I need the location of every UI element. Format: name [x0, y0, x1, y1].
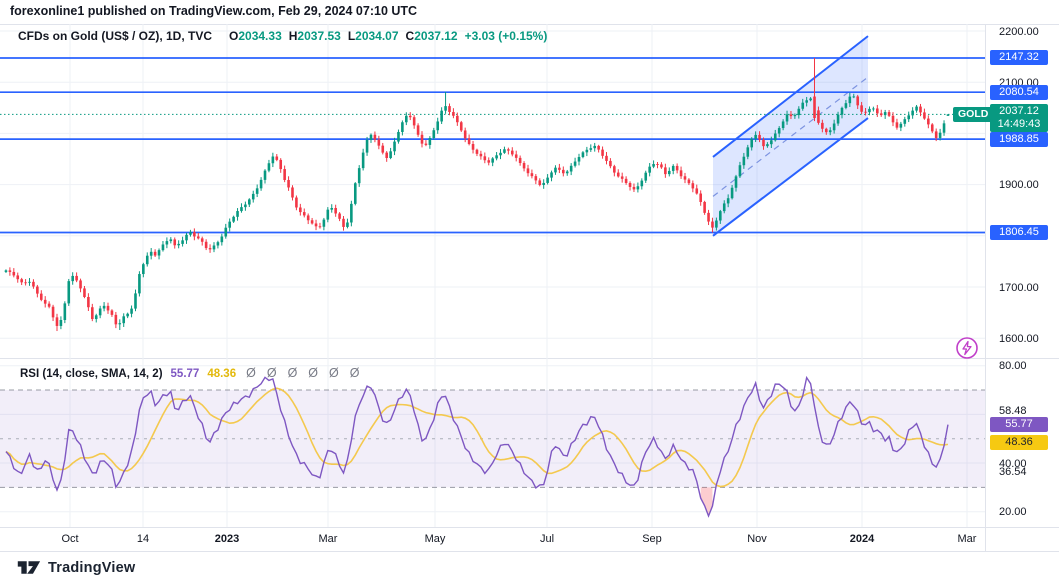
price-axis-tick: 2200.00	[999, 25, 1039, 38]
rsi-empty-marker: Ø	[266, 366, 277, 380]
time-axis-label[interactable]: Oct	[61, 533, 79, 545]
candlestick-series	[4, 57, 950, 332]
last-price-label[interactable]: 2037.12 14:49:43	[990, 103, 1048, 132]
time-axis-label[interactable]: 14	[136, 533, 150, 545]
rsi-oversold-fill	[700, 487, 713, 516]
ohlc-high-key: H	[288, 29, 298, 43]
ohlc-close-key: C	[405, 29, 415, 43]
publish-byline: forexonline1 published on TradingView.co…	[10, 4, 418, 18]
price-axis-tick: 1700.00	[999, 281, 1039, 294]
pane-divider[interactable]	[0, 358, 1059, 359]
price-level-badge[interactable]: 1988.85	[990, 131, 1048, 147]
last-price-value: 2037.12	[999, 104, 1039, 117]
rsi-value-badge[interactable]: 48.36	[990, 435, 1048, 451]
bar-countdown: 14:49:43	[997, 117, 1041, 130]
price-axis-border	[985, 24, 986, 551]
ohlc-open-key: O	[229, 29, 239, 43]
rsi-value-badge[interactable]: 55.77	[990, 417, 1048, 433]
ohlc-low-value: 2034.07	[355, 29, 399, 43]
chart-top-border	[0, 24, 1059, 25]
rsi-band-fill	[0, 390, 985, 488]
gold-symbol-label[interactable]: GOLD	[953, 106, 994, 122]
symbol-legend[interactable]: CFDs on Gold (US$ / OZ), 1D, TVC O2034.33…	[18, 29, 547, 43]
time-axis-border	[0, 527, 1059, 528]
chart-bottom-border	[0, 551, 1059, 552]
rsi-axis-tick: 58.48	[999, 404, 1027, 417]
time-axis-label[interactable]: Mar	[318, 533, 338, 545]
symbol-title[interactable]: CFDs on Gold (US$ / OZ), 1D, TVC	[18, 29, 213, 43]
time-axis-label[interactable]: May	[424, 533, 446, 545]
price-axis-tick: 1600.00	[999, 332, 1039, 345]
tradingview-wordmark: TradingView	[48, 559, 136, 576]
channel-upper-line[interactable]	[712, 35, 869, 158]
time-axis-label[interactable]: Sep	[642, 533, 662, 545]
time-axis-label[interactable]: Jul	[539, 533, 555, 545]
time-axis-label[interactable]: 2023	[214, 533, 240, 545]
tradingview-footer[interactable]: TradingView	[16, 558, 135, 577]
price-level-badge[interactable]: 2147.32	[990, 50, 1048, 66]
ohlc-close-value: 2037.12	[414, 29, 458, 43]
price-level-badge[interactable]: 2080.54	[990, 84, 1048, 100]
price-axis-tick: 1900.00	[999, 179, 1039, 192]
ohlc-high-value: 2037.53	[297, 29, 341, 43]
time-axis-label[interactable]: 2024	[849, 533, 875, 545]
rsi-empty-marker: Ø	[308, 366, 319, 380]
rsi-axis-tick: 40.00	[999, 457, 1027, 470]
rsi-empty-marker: Ø	[329, 366, 339, 380]
rsi-ma-value: 48.36	[207, 368, 237, 380]
rsi-pane[interactable]	[0, 375, 985, 518]
time-axis-label[interactable]: Nov	[747, 533, 767, 545]
ohlc-open-value: 2034.33	[238, 29, 282, 43]
ohlc-low-key: L	[347, 29, 356, 43]
rsi-axis-tick: 36.54	[999, 465, 1027, 478]
time-axis-label[interactable]: Mar	[957, 533, 977, 545]
rsi-axis-tick: 20.00	[999, 506, 1027, 519]
rsi-title[interactable]: RSI (14, close, SMA, 14, 2)	[20, 368, 163, 380]
rsi-line	[5, 375, 949, 518]
rsi-legend[interactable]: RSI (14, close, SMA, 14, 2) 55.77 48.36 Ø Ø Ø…	[20, 366, 371, 380]
price-pane[interactable]	[0, 35, 985, 332]
price-level-badge[interactable]: 1806.45	[990, 224, 1048, 240]
rsi-empty-marker: Ø	[246, 366, 256, 380]
trend-channel-fill[interactable]	[713, 36, 868, 236]
rsi-ma-line	[5, 387, 949, 488]
tradingview-logo-icon	[17, 561, 41, 574]
channel-lower-line[interactable]	[712, 117, 869, 237]
rsi-axis-tick: 80.00	[999, 360, 1027, 373]
rsi-empty-marker: Ø	[287, 366, 298, 380]
change-value: +3.03 (+0.15%)	[464, 29, 548, 43]
flash-icon[interactable]	[955, 336, 979, 360]
rsi-value: 55.77	[170, 368, 200, 380]
rsi-empty-marker: Ø	[349, 366, 360, 380]
